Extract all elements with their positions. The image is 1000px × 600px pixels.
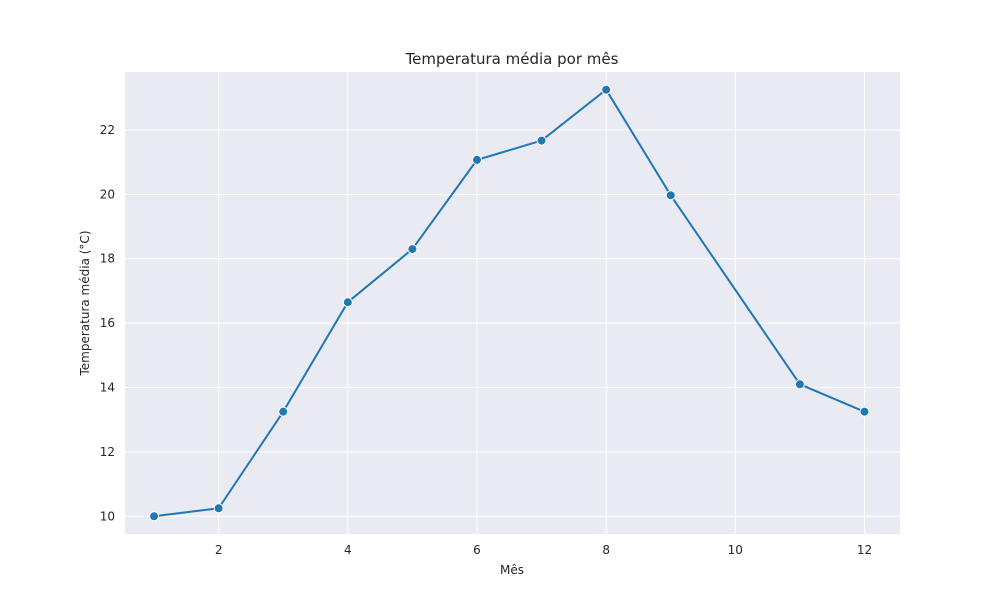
x-tick-label: 10 bbox=[728, 543, 743, 557]
data-point bbox=[665, 190, 676, 201]
y-axis-label: Temperatura média (°C) bbox=[78, 231, 92, 377]
data-point bbox=[342, 297, 353, 308]
x-tick-label: 4 bbox=[344, 543, 352, 557]
plot-area bbox=[125, 72, 900, 534]
x-tick-label: 2 bbox=[215, 543, 223, 557]
x-tick-label: 12 bbox=[857, 543, 872, 557]
data-point bbox=[278, 406, 289, 417]
y-tick-label: 10 bbox=[100, 509, 115, 523]
x-tick-label: 6 bbox=[473, 543, 481, 557]
y-tick-label: 14 bbox=[100, 381, 115, 395]
data-point bbox=[213, 503, 224, 514]
chart-title: Temperatura média por mês bbox=[405, 50, 619, 68]
data-point bbox=[601, 84, 612, 95]
data-point bbox=[471, 154, 482, 165]
data-series bbox=[149, 84, 870, 522]
y-tick-label: 12 bbox=[100, 445, 115, 459]
data-point bbox=[859, 406, 870, 417]
tick-labels: 2 4 6 8 10 12 10 12 14 16 18 20 22 bbox=[100, 123, 872, 557]
data-point bbox=[794, 379, 805, 390]
y-tick-label: 22 bbox=[100, 123, 115, 137]
data-point bbox=[407, 244, 418, 255]
y-tick-label: 16 bbox=[100, 316, 115, 330]
data-point bbox=[149, 511, 160, 522]
data-point bbox=[536, 135, 547, 146]
x-axis-label: Mês bbox=[500, 563, 524, 577]
x-tick-label: 8 bbox=[602, 543, 610, 557]
grid bbox=[125, 72, 900, 534]
y-tick-label: 20 bbox=[100, 187, 115, 201]
y-tick-label: 18 bbox=[100, 252, 115, 266]
